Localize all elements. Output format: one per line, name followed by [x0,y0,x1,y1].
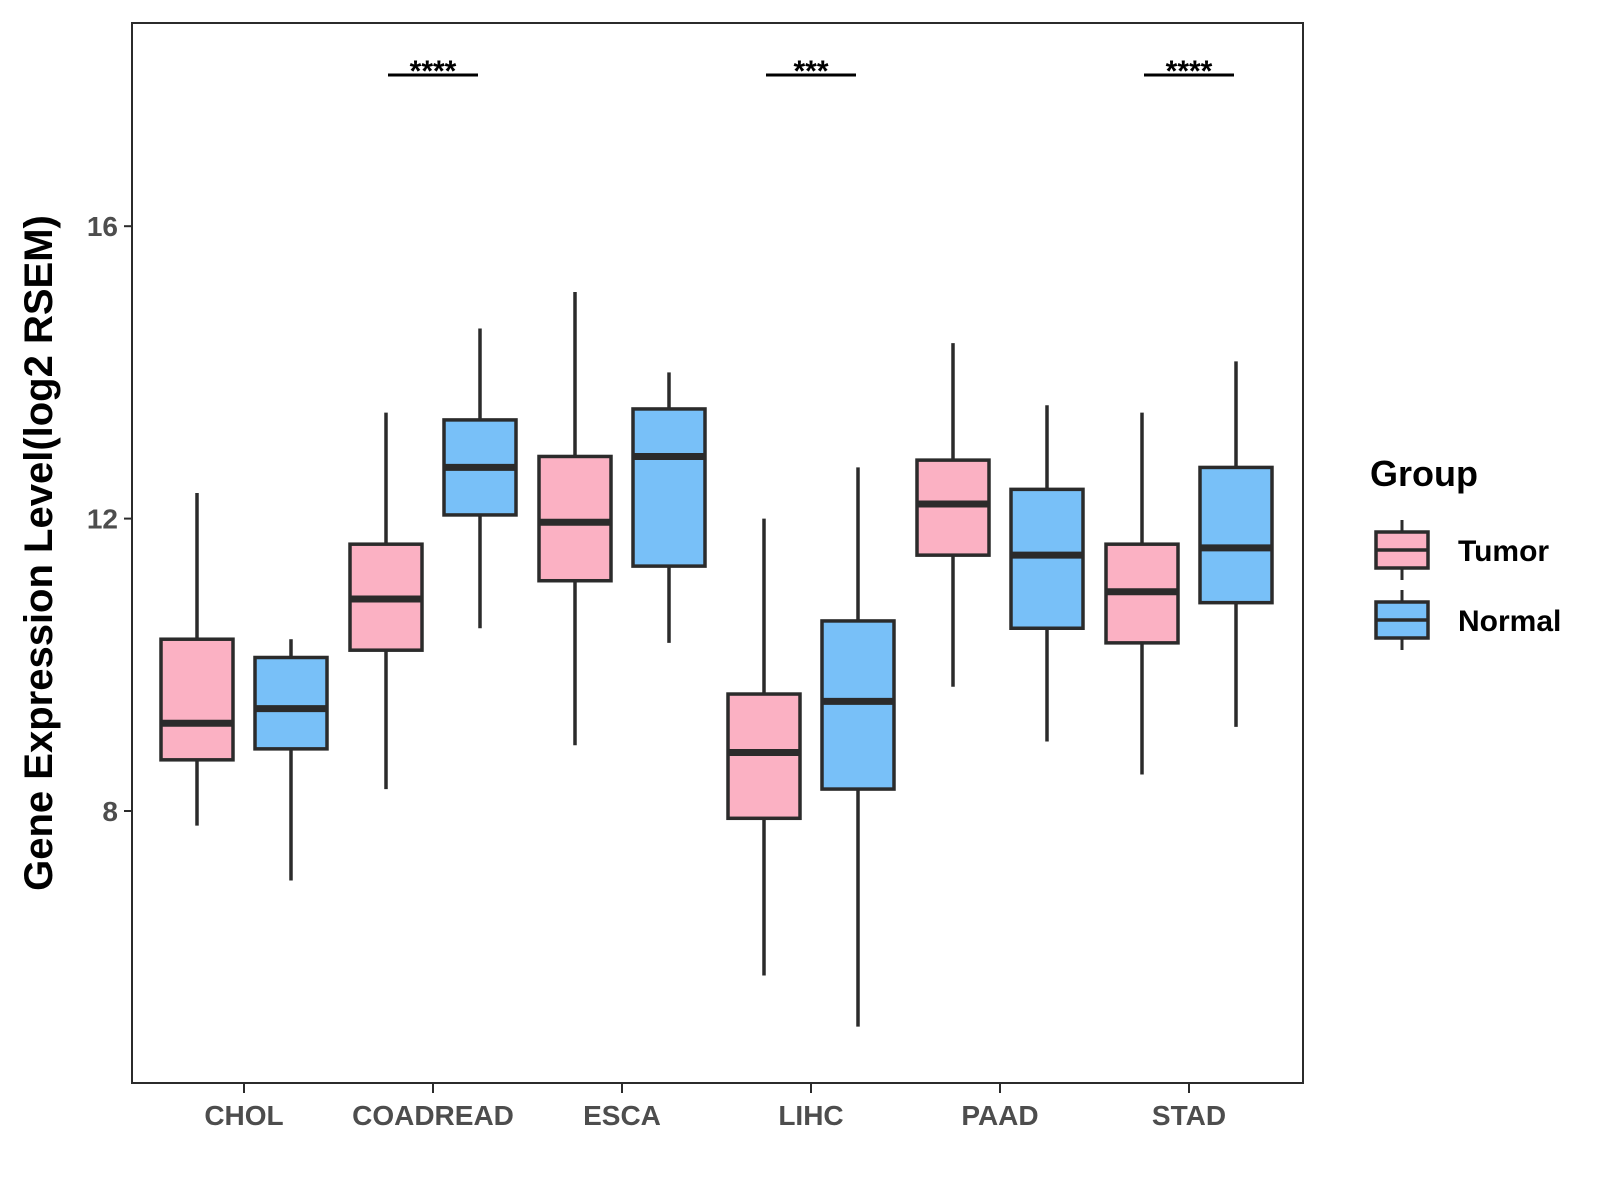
x-tick-label: ESCA [583,1100,661,1131]
y-tick-label: 12 [87,504,118,535]
box-body [915,458,991,557]
box-tumor-lihc [726,518,802,976]
box-body [537,454,613,583]
box-tumor-coadread [348,412,424,790]
significance-stad: **** [1144,55,1234,88]
box-body [726,692,802,821]
x-tick-label: LIHC [778,1100,843,1131]
legend-label: Normal [1458,605,1561,638]
box-body [1198,465,1274,605]
box-normal-esca [631,372,707,643]
box-normal-stad [1198,361,1274,727]
axis-layer: 8 12 16 CHOL COADREAD ESCA LIHC PAAD STAD [87,211,1226,1131]
legend-item-normal: Normal [1374,590,1561,650]
significance-lihc: *** [766,55,856,88]
box-normal-paad [1009,405,1085,742]
box-body [253,655,329,751]
legend-title: Group [1370,453,1478,494]
x-tick-label: PAAD [961,1100,1038,1131]
legend-label: Tumor [1458,535,1549,568]
box-tumor-paad [915,343,991,687]
significance-label: **** [1166,55,1213,88]
box-tumor-esca [537,291,613,746]
x-tick-label: CHOL [204,1100,283,1131]
legend-item-tumor: Tumor [1374,520,1549,580]
plot-layer: **** *** **** [159,55,1274,1027]
box-tumor-stad [1104,412,1180,775]
significance-label: **** [410,55,457,88]
y-axis-title: Gene Expression Level(log2 RSEM) [17,215,61,891]
x-tick-label: STAD [1152,1100,1226,1131]
x-tick-label: COADREAD [352,1100,514,1131]
significance-label: *** [793,55,828,88]
box-body [820,619,896,791]
box-normal-chol [253,639,329,881]
legend-items: Tumor Normal [1374,520,1561,650]
box-body [159,637,235,762]
y-tick-label: 8 [102,796,118,827]
y-tick-label: 16 [87,211,118,242]
significance-coadread: **** [388,55,478,88]
legend: Group Tumor Normal [1370,453,1561,650]
box-tumor-chol [159,493,235,826]
box-body [631,407,707,568]
box-normal-coadread [442,328,518,629]
panel-border [131,22,1304,1084]
box-normal-lihc [820,467,896,1027]
box-body [1009,487,1085,630]
